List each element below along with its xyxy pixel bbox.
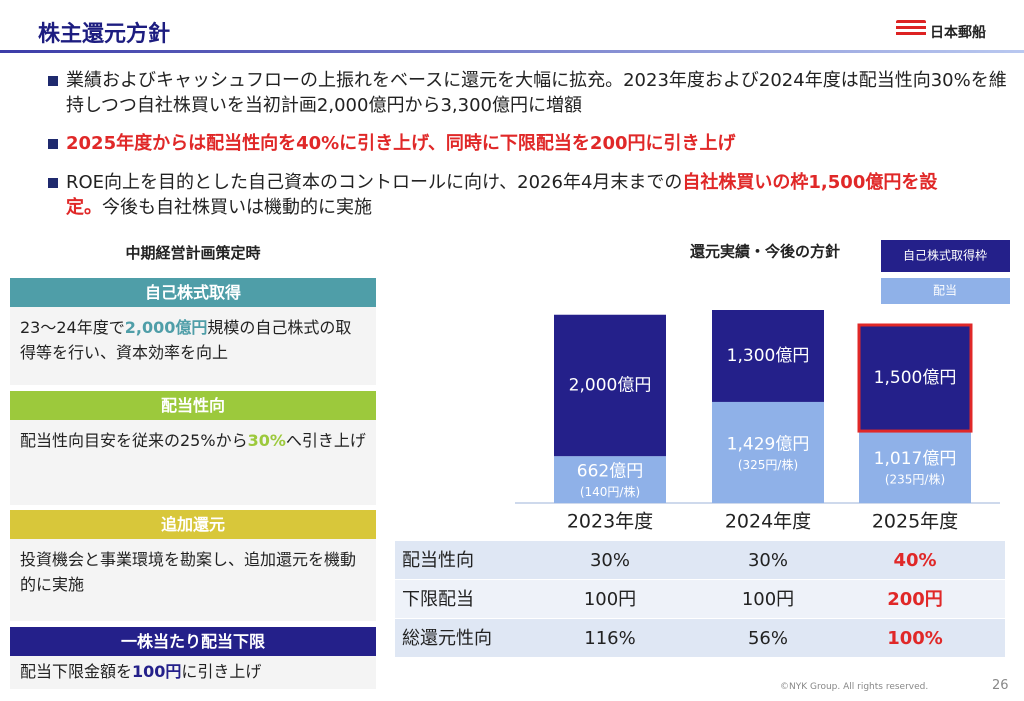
bar-label: 662億円 [577, 462, 643, 482]
plan-body: 配当下限金額を100円に引き上げ [10, 656, 376, 689]
table-row-divider [395, 579, 1005, 580]
table-row-label: 下限配当 [402, 589, 474, 610]
x-tick-label: 2023年度 [567, 511, 653, 533]
copyright: ©NYK Group. All rights reserved. [780, 682, 929, 692]
bar-segment [712, 310, 824, 402]
bar-label: 1,429億円 [727, 434, 810, 454]
title-rule [0, 50, 1024, 53]
plan-emphasis: 100円 [132, 662, 182, 681]
plan-text: に引き上げ [181, 662, 262, 681]
legend-label: 自己株式取得枠 [903, 248, 987, 263]
bar-segment [712, 401, 824, 503]
plan-body: 投資機会と事業環境を勘案し、追加還元を機動的に実施 [10, 539, 376, 621]
table-cell: 200円 [887, 589, 943, 610]
bullet: ROE向上を目的とした自己資本のコントロールに向け、2026年4月末までの自社株… [48, 170, 966, 220]
plan-heading: 配当性向 [10, 391, 376, 420]
table-cell: 116% [584, 628, 635, 649]
plan-heading: 一株当たり配当下限 [10, 627, 376, 656]
table-cell: 30% [748, 550, 788, 571]
bar-label: 1,500億円 [874, 368, 957, 388]
plan-text: 規模の自己株式の取得等を行い、資本効率を向上 [20, 318, 352, 362]
logo: 日本郵船 [930, 25, 986, 41]
bullet-text: ROE向上を目的とした自己資本のコントロールに向け、2026年4月末までの [66, 172, 683, 193]
bar-label: 1,017億円 [874, 449, 957, 469]
bullet-emphasis: 自社株買いの枠1,500億円を設定。 [66, 172, 938, 218]
table-row [395, 541, 1005, 580]
plan-text: へ引き上げ [285, 431, 366, 450]
table-row [395, 619, 1005, 658]
table-row-divider [395, 657, 1005, 658]
plan-body: 23～24年度で2,000億円規模の自己株式の取得等を行い、資本効率を向上 [10, 307, 376, 385]
table-row-label: 配当性向 [402, 550, 474, 571]
plan-emphasis: 30% [247, 431, 286, 450]
bullet-text: 今後も自社株買いは機動的に実施 [102, 197, 372, 218]
bar-segment [554, 314, 666, 457]
bar-sublabel: (235円/株) [885, 472, 945, 487]
logo-flag [896, 20, 926, 38]
x-tick-label: 2024年度 [725, 511, 811, 533]
plan-emphasis: 2,000億円 [124, 318, 208, 337]
table-row-divider [395, 618, 1005, 619]
bar-segment [554, 456, 666, 503]
legend-label: 配当 [933, 284, 957, 298]
table-cell: 30% [590, 550, 630, 571]
slide-title: 株主還元方針 [38, 22, 171, 47]
plan-text: 配当性向目安を従来の25%から [20, 431, 248, 450]
bullet: 2025年度からは配当性向を40%に引き上げ、同時に下限配当を200円に引き上げ [48, 131, 1016, 156]
bullet-text: 業績およびキャッシュフローの上振れをベースに還元を大幅に拡充。2023年度および… [66, 70, 1007, 116]
plan-body: 配当性向目安を従来の25%から30%へ引き上げ [10, 420, 376, 505]
plan-title: 中期経営計画策定時 [125, 244, 261, 262]
bar-sublabel: (325円/株) [738, 457, 798, 472]
plan-heading: 追加還元 [10, 510, 376, 539]
plan-text: 23～24年度で [20, 318, 125, 337]
table-cell: 40% [893, 550, 936, 571]
bar-label: 2,000億円 [569, 375, 652, 395]
page-number: 26 [992, 678, 1009, 693]
bar-label: 1,300億円 [727, 346, 810, 366]
plan-text: 投資機会と事業環境を勘案し、追加還元を機動的に実施 [20, 550, 357, 594]
x-tick-label: 2025年度 [872, 511, 958, 533]
table-cell: 56% [748, 628, 788, 649]
bar-segment [859, 431, 971, 503]
plan-heading: 自己株式取得 [10, 278, 376, 307]
table-row [395, 580, 1005, 619]
table-cell: 100% [887, 628, 943, 649]
bar-sublabel: (140円/株) [580, 484, 640, 499]
table-cell: 100円 [584, 589, 636, 610]
table-row-label: 総還元性向 [402, 628, 492, 649]
bullet: 業績およびキャッシュフローの上振れをベースに還元を大幅に拡充。2023年度および… [48, 68, 1016, 118]
bar-segment [857, 323, 973, 433]
legend-swatch [881, 240, 1010, 272]
chart-title: 還元実績・今後の方針 [690, 243, 840, 261]
bullet-text: 2025年度からは配当性向を40%に引き上げ、同時に下限配当を200円に引き上げ [66, 133, 736, 154]
legend-swatch [881, 278, 1010, 304]
table-cell: 100円 [742, 589, 794, 610]
plan-text: 配当下限金額を [20, 662, 133, 681]
